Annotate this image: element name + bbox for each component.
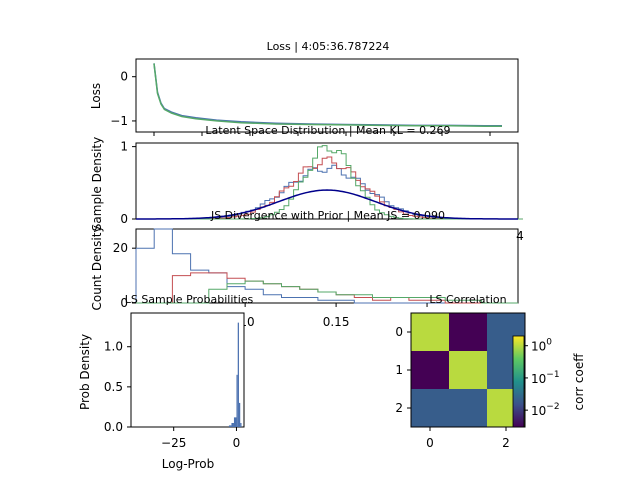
prob-y-ticks: 0.0 0.5 1.0: [104, 340, 131, 434]
js-histogram-series: [136, 280, 518, 304]
prob-bar: [236, 374, 238, 427]
prob-bar: [237, 322, 239, 427]
latent-panel: 01 Sample Density Latent Space Distribut…: [90, 124, 524, 243]
prob-bar: [228, 425, 232, 427]
latent-x-tick-label: 4: [516, 229, 524, 243]
js-y-tick-label: 20: [113, 241, 128, 255]
corr-y-tick-label: 0: [395, 325, 403, 339]
corr-cell: [411, 351, 450, 390]
js-x-tick-label: 0.15: [323, 315, 350, 329]
loss-title: Loss | 4:05:36.787224: [267, 40, 390, 53]
latent-axes-frame: [135, 142, 519, 220]
corr-heatmap: [411, 313, 526, 428]
loss-ylabel: Loss: [89, 83, 103, 109]
js-histograms: [135, 228, 518, 304]
prob-title: LS Sample Probabilities: [125, 293, 254, 306]
js-panel: 0 20 .100.150.20 Count Density JS Diverge…: [90, 209, 519, 329]
colorbar-tick-label: 100: [531, 338, 552, 354]
corr-y-tick-label: 1: [395, 363, 403, 377]
latent-y-ticks: 01: [120, 140, 136, 226]
corr-cell: [411, 389, 450, 428]
js-y-tick-label: 0: [120, 296, 128, 310]
latent-histograms: [136, 145, 523, 220]
loss-series-line: [153, 63, 502, 127]
corr-colorbar: [512, 335, 525, 428]
colorbar-tick-label: 10−1: [531, 370, 560, 386]
corr-cell: [449, 313, 488, 352]
js-y-ticks: 0 20: [113, 241, 136, 310]
prob-bar: [233, 417, 237, 427]
prob-x-tick-label: 0: [233, 436, 241, 450]
js-x-ticks: .100.150.20: [236, 303, 440, 329]
colorbar-label: corr coeff: [572, 353, 586, 411]
prob-xlabel: Log-Prob: [162, 457, 214, 471]
corr-cell: [449, 389, 488, 428]
latent-histogram-series: [136, 145, 523, 220]
prob-bar: [231, 422, 234, 427]
prob-y-tick-label: 0.0: [104, 420, 123, 434]
loss-x-tick-marks: [153, 132, 491, 136]
colorbar-tick-exponent: −2: [546, 402, 559, 412]
loss-panel: Loss | 4:05:36.787224 0 −1 Loss: [89, 40, 519, 136]
prob-x-ticks: −25 0: [161, 427, 240, 450]
js-title: JS Divergence with Prior | Mean JS = 0.0…: [210, 209, 445, 222]
corr-cell: [411, 313, 450, 352]
loss-y-tick-label: −1: [110, 114, 128, 128]
colorbar-tick-exponent: 0: [546, 338, 552, 348]
colorbar-tick-label: 10−2: [531, 402, 560, 418]
corr-title: LS Correlation: [429, 293, 506, 306]
colorbar-tick-base: 10: [531, 372, 546, 386]
js-ylabel: Count Density: [90, 225, 104, 310]
loss-series-line: [153, 63, 502, 127]
loss-axes-frame: [135, 58, 519, 133]
colorbar-tick-base: 10: [531, 404, 546, 418]
latent-y-tick-label: 1: [120, 140, 128, 154]
corr-x-tick-label: 2: [502, 436, 510, 450]
corr-y-tick-label: 2: [395, 401, 403, 415]
prob-ylabel: Prob Density: [78, 334, 92, 410]
prob-axes-frame: [130, 312, 245, 428]
loss-lines: [153, 63, 502, 127]
prob-histogram: [228, 322, 242, 427]
corr-cell: [449, 351, 488, 390]
loss-y-tick-label: 0: [120, 70, 128, 84]
corr-x-tick-label: 0: [426, 436, 434, 450]
prob-y-tick-label: 1.0: [104, 340, 123, 354]
prob-y-tick-label: 0.5: [104, 380, 123, 394]
latent-y-tick-label: 0: [120, 212, 128, 226]
latent-prior-curve: [136, 189, 518, 220]
corr-ticks: 0 2 0 1 2: [395, 325, 509, 450]
prob-bar: [240, 422, 242, 427]
latent-title: Latent Space Distribution | Mean KL = 0.…: [205, 124, 450, 137]
prob-panel: 0.0 0.5 1.0 −25 0 Prob Density Log-Prob LS …: [78, 293, 254, 471]
latent-ylabel: Sample Density: [90, 137, 104, 231]
prob-bar: [238, 402, 241, 427]
prob-x-tick-label: −25: [161, 436, 186, 450]
js-histogram-series: [135, 228, 518, 304]
loss-y-ticks: 0 −1: [110, 70, 136, 128]
colorbar-tick-exponent: −1: [546, 370, 559, 380]
colorbar-tick-base: 10: [531, 340, 546, 354]
